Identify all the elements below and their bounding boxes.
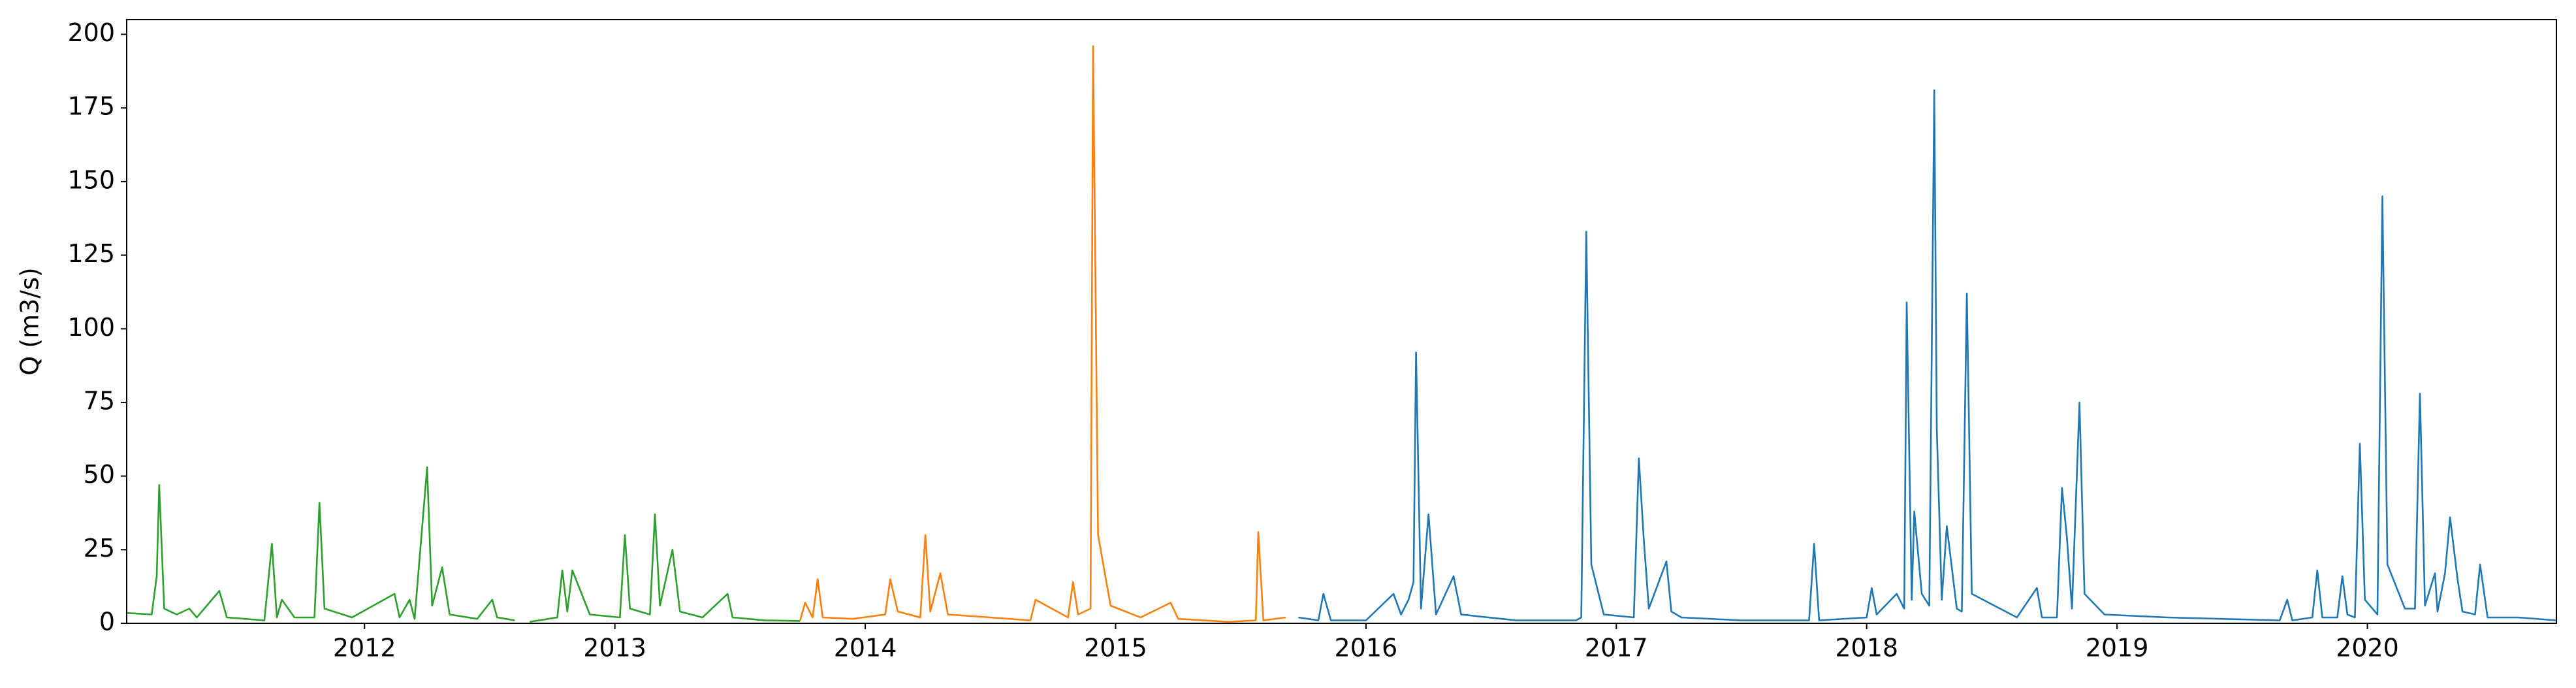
y-tick-label: 125 bbox=[67, 239, 115, 268]
x-tick-label: 2012 bbox=[333, 634, 396, 663]
series-line bbox=[126, 466, 801, 623]
y-tick-label: 100 bbox=[67, 313, 115, 342]
y-tick-label: 0 bbox=[99, 608, 115, 636]
x-tick-label: 2016 bbox=[1335, 634, 1398, 663]
y-tick-label: 50 bbox=[84, 460, 115, 489]
x-tick-label: 2020 bbox=[2336, 634, 2399, 663]
y-tick-label: 75 bbox=[84, 386, 115, 415]
x-tick-label: 2017 bbox=[1585, 634, 1648, 663]
plot-frame bbox=[126, 19, 2557, 624]
y-tick-label: 25 bbox=[84, 534, 115, 563]
x-tick-label: 2018 bbox=[1835, 634, 1898, 663]
y-tick-label: 175 bbox=[67, 92, 115, 121]
x-tick-label: 2019 bbox=[2086, 634, 2149, 663]
y-tick-label: 150 bbox=[67, 165, 115, 194]
x-tick-label: 2015 bbox=[1084, 634, 1147, 663]
x-tick-label: 2014 bbox=[834, 634, 897, 663]
y-axis-label: Q (m3/s) bbox=[16, 267, 44, 375]
series-line bbox=[799, 45, 1286, 623]
x-tick-label: 2013 bbox=[583, 634, 646, 663]
series-line bbox=[1298, 89, 2557, 621]
y-tick-label: 200 bbox=[67, 18, 115, 47]
